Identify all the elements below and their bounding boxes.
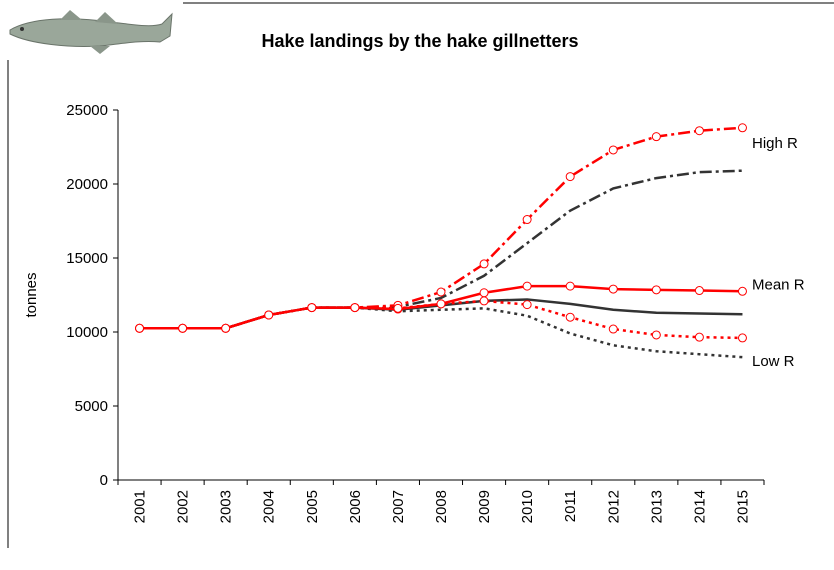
point-marker <box>651 132 661 142</box>
point-marker <box>522 300 532 310</box>
point-marker <box>479 259 489 269</box>
point-marker <box>694 126 704 136</box>
y-tick-label: 20000 <box>66 176 108 193</box>
x-tick-label: 2011 <box>562 490 579 522</box>
point-marker <box>350 303 360 313</box>
point-marker <box>737 333 747 343</box>
x-tick-label: 2012 <box>605 490 622 523</box>
y-tick-label: 5000 <box>75 398 108 415</box>
x-tick-label: 2003 <box>218 490 235 523</box>
point-marker <box>436 287 446 297</box>
point-marker <box>608 284 618 294</box>
x-tick-label: 2005 <box>304 490 321 523</box>
point-marker <box>608 145 618 155</box>
point-marker <box>651 285 661 295</box>
point-marker <box>221 323 231 333</box>
point-marker <box>479 288 489 298</box>
point-marker <box>565 281 575 291</box>
point-marker <box>479 296 489 306</box>
line-label: Mean R <box>752 276 805 293</box>
x-tick-label: 2001 <box>132 490 149 523</box>
x-tick-label: 2010 <box>519 490 536 523</box>
x-tick-label: 2009 <box>476 490 493 523</box>
x-tick-label: 2014 <box>691 490 708 523</box>
point-marker <box>565 172 575 182</box>
line-label: High R <box>752 135 798 152</box>
point-marker <box>264 310 274 320</box>
point-marker <box>522 215 532 225</box>
point-marker <box>135 323 145 333</box>
point-marker <box>737 123 747 133</box>
x-tick-label: 2008 <box>433 490 450 523</box>
y-tick-label: 25000 <box>66 102 108 119</box>
series-line <box>139 306 743 359</box>
point-marker <box>737 286 747 296</box>
point-marker <box>522 281 532 291</box>
x-tick-label: 2013 <box>648 490 665 523</box>
x-tick-label: 2015 <box>734 490 751 523</box>
point-marker <box>393 303 403 313</box>
point-marker <box>651 330 661 340</box>
point-marker <box>178 323 188 333</box>
x-tick-label: 2004 <box>261 490 278 523</box>
point-marker <box>565 312 575 322</box>
chart-title: Hake landings by the hake gillnetters <box>261 31 578 51</box>
line-label: Low R <box>752 353 795 370</box>
point-marker <box>694 286 704 296</box>
point-marker <box>608 324 618 334</box>
y-tick-label: 15000 <box>66 250 108 267</box>
point-marker <box>694 332 704 342</box>
point-marker <box>307 303 317 313</box>
point-marker <box>436 299 446 309</box>
fish-icon <box>9 10 173 54</box>
x-tick-label: 2002 <box>175 490 192 523</box>
x-tick-label: 2006 <box>347 490 364 523</box>
y-tick-label: 10000 <box>66 324 108 341</box>
y-tick-label: 0 <box>100 472 108 489</box>
x-tick-label: 2007 <box>390 490 407 523</box>
y-axis-label: tonnes <box>23 272 40 317</box>
